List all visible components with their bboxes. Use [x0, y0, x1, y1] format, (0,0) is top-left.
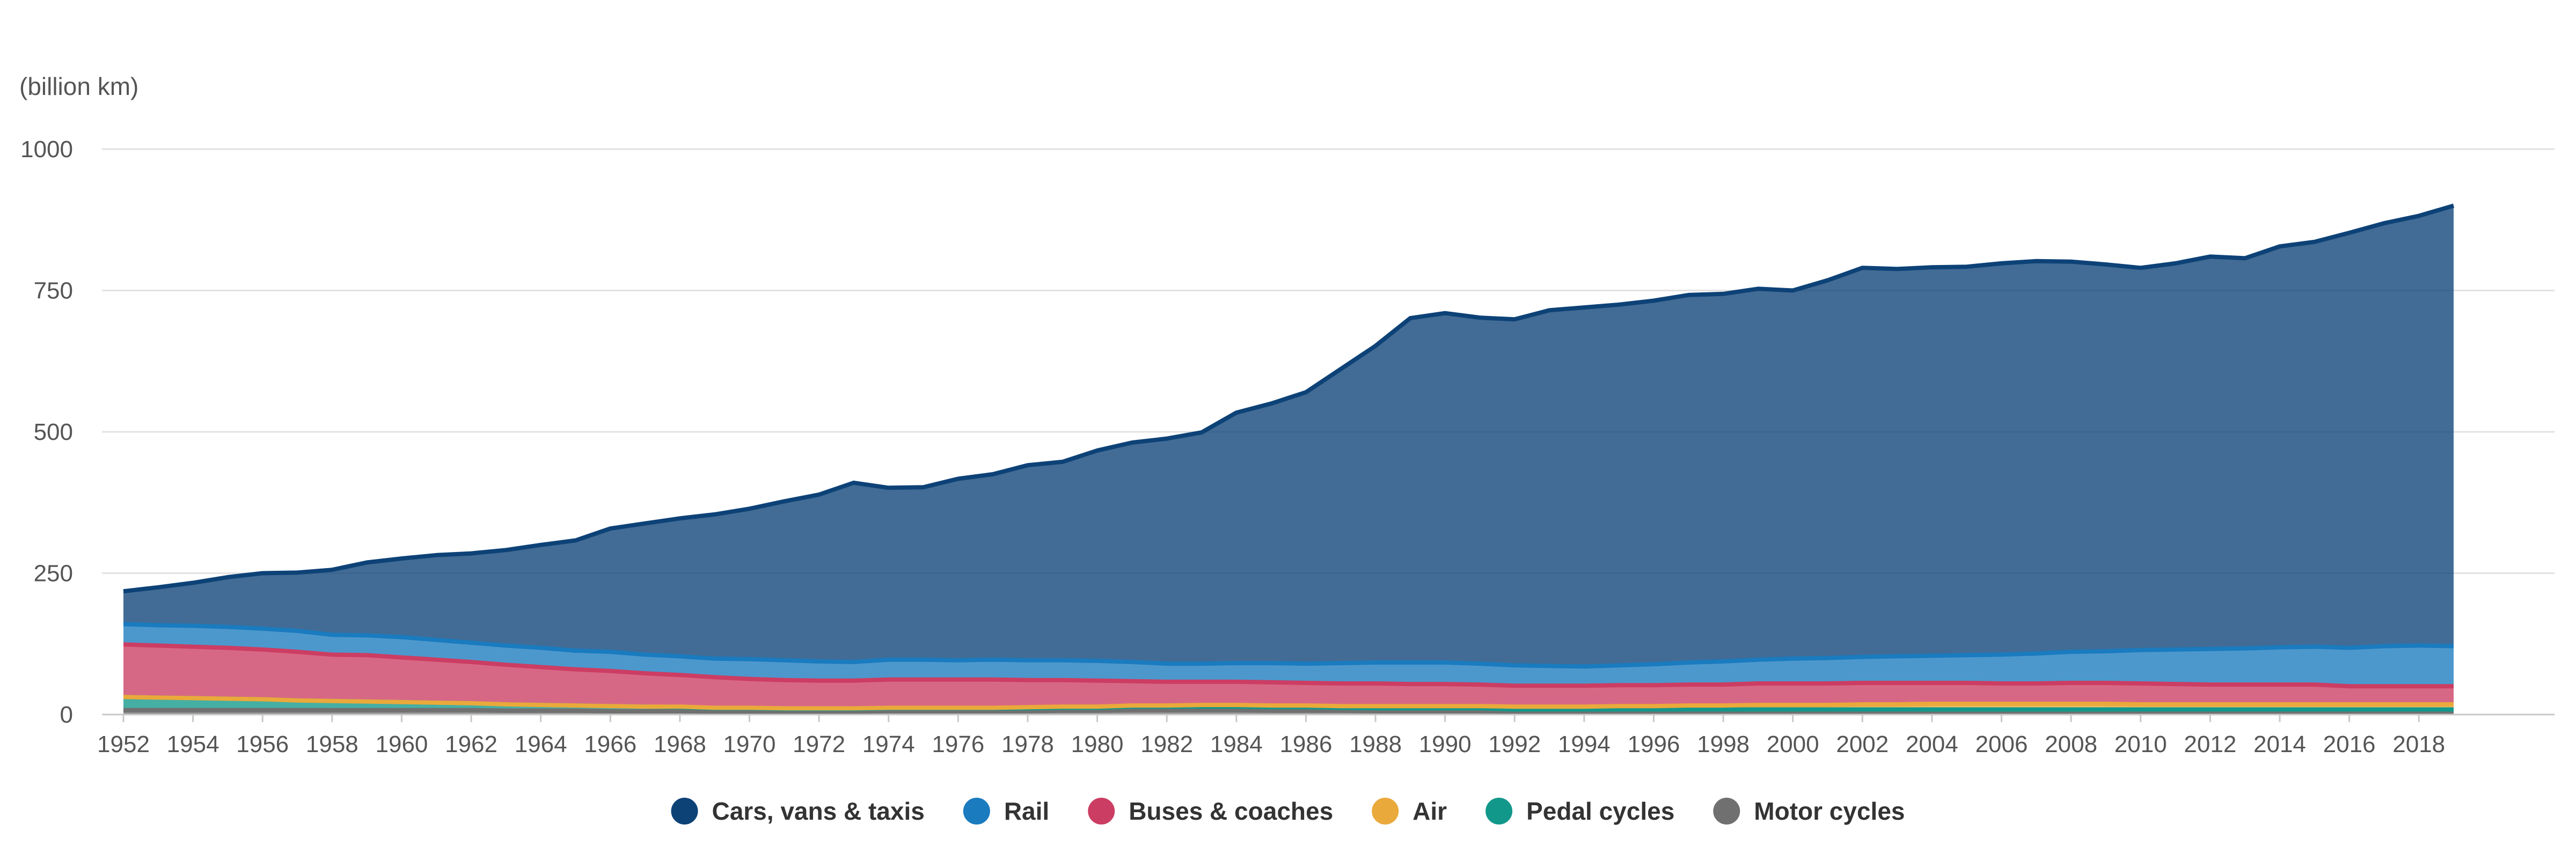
legend-label: Buses & coaches — [1129, 797, 1333, 825]
legend-label: Air — [1413, 797, 1447, 825]
x-tick-label: 2000 — [1767, 731, 1819, 757]
legend-item-rail[interactable]: Rail — [963, 797, 1049, 825]
x-tick-label: 2014 — [2253, 731, 2306, 757]
x-tick-label: 2008 — [2045, 731, 2097, 757]
line-rail — [123, 622, 2454, 669]
y-axis-unit-label: (billion km) — [19, 72, 138, 100]
legend-label: Rail — [1004, 797, 1049, 825]
x-tick-label: 1952 — [97, 731, 150, 757]
legend-item-motor-cycles[interactable]: Motor cycles — [1713, 797, 1905, 825]
x-tick-label: 1986 — [1279, 731, 1332, 757]
legend-swatch — [1372, 798, 1399, 825]
y-tick-label: 500 — [34, 419, 73, 445]
legend-swatch — [1088, 798, 1115, 825]
x-tick-label: 1964 — [515, 731, 567, 757]
series-lines — [123, 203, 2455, 714]
area-rail[interactable] — [123, 624, 2454, 687]
x-tick-label: 1994 — [1558, 731, 1611, 757]
x-tick-label: 1978 — [1001, 731, 1054, 757]
legend-item-buses-coaches[interactable]: Buses & coaches — [1088, 797, 1333, 825]
area-buses-coaches[interactable] — [123, 644, 2454, 709]
x-tick-label: 1966 — [584, 731, 636, 757]
legend-swatch — [963, 798, 990, 825]
x-tick-label: 1968 — [654, 731, 706, 757]
legend-item-cars-vans-taxis[interactable]: Cars, vans & taxis — [671, 797, 925, 825]
line-buses-coaches — [123, 642, 2454, 689]
x-tick-label: 1958 — [306, 731, 358, 757]
x-tick-label: 1984 — [1210, 731, 1263, 757]
line-air — [123, 695, 2454, 711]
x-tick-label: 1954 — [167, 731, 219, 757]
x-tick-label: 1956 — [236, 731, 289, 757]
y-tick-label: 250 — [34, 561, 73, 587]
legend[interactable]: Cars, vans & taxis Rail Buses & coaches Air… — [671, 797, 1905, 825]
x-tick-label: 1960 — [376, 731, 428, 757]
legend-label: Pedal cycles — [1526, 797, 1674, 825]
x-tick-label: 2006 — [1975, 731, 2028, 757]
x-tick-label: 2012 — [2184, 731, 2236, 757]
legend-swatch — [1485, 798, 1513, 825]
y-tick-label: 0 — [60, 702, 73, 728]
y-tick-label: 750 — [34, 278, 73, 304]
area-cars-vans-taxis[interactable] — [123, 205, 2454, 667]
x-tick-label: 2016 — [2323, 731, 2376, 757]
x-tick-label: 1972 — [793, 731, 845, 757]
x-tick-label: 2018 — [2392, 731, 2445, 757]
legend-label: Cars, vans & taxis — [712, 797, 925, 825]
x-tick-label: 1982 — [1140, 731, 1193, 757]
series-areas — [123, 205, 2454, 715]
x-tick-label: 2004 — [1906, 731, 1958, 757]
x-tick-label: 1998 — [1697, 731, 1750, 757]
legend-swatch — [671, 798, 698, 825]
x-tick-label: 1974 — [862, 731, 915, 757]
line-cars-vans-taxis — [123, 203, 2455, 594]
axes: 0 250 500 750 1000 1952 1954 1956 1958 1960 1962 19… — [20, 136, 2555, 757]
line-motor-cycles — [123, 708, 2454, 714]
x-tick-label: 1962 — [445, 731, 497, 757]
x-tick-label: 1990 — [1419, 731, 1472, 757]
x-tick-label: 1976 — [932, 731, 984, 757]
legend-item-pedal-cycles[interactable]: Pedal cycles — [1485, 797, 1674, 825]
legend-item-air[interactable]: Air — [1372, 797, 1447, 825]
x-tick-label: 2010 — [2114, 731, 2167, 757]
x-tick-label: 1970 — [723, 731, 776, 757]
x-tick-label: 1996 — [1628, 731, 1680, 757]
x-tick-label: 2002 — [1836, 731, 1889, 757]
legend-swatch — [1713, 798, 1740, 825]
x-tick-label: 1992 — [1488, 731, 1541, 757]
x-tick-label: 1980 — [1071, 731, 1124, 757]
x-tick-label: 1988 — [1349, 731, 1402, 757]
y-tick-label: 1000 — [20, 136, 73, 163]
legend-label: Motor cycles — [1754, 797, 1905, 825]
